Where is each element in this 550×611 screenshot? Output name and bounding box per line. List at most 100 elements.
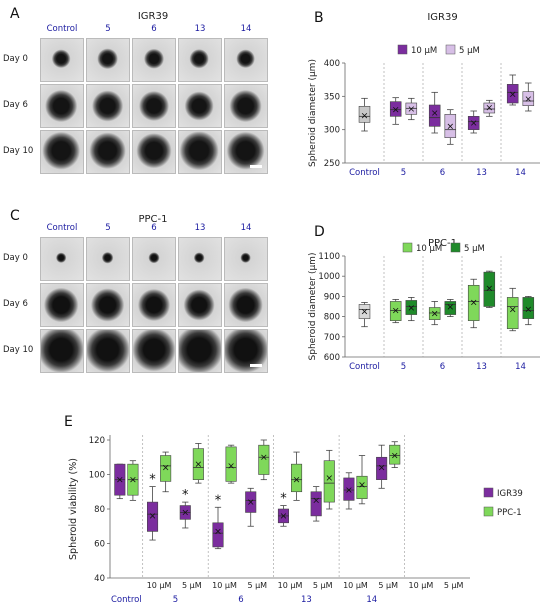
box-mean-marker (149, 513, 156, 519)
box-rect (405, 102, 418, 115)
x-group-label: 5 (173, 595, 178, 605)
panel-c-col-label: 5 (105, 223, 111, 233)
y-tick-label: 700 (324, 333, 340, 343)
box-rect (358, 106, 371, 123)
y-tick-label: 400 (324, 59, 340, 69)
box-mean-marker (408, 106, 414, 112)
x-tick-label: 6 (440, 168, 445, 178)
x-group-label: 13 (301, 595, 312, 605)
panel-a-col-label: 6 (151, 24, 157, 34)
panel-a-micrograph (86, 84, 130, 128)
x-tick-label: Control (349, 168, 380, 178)
x-tick-label: 14 (515, 362, 526, 372)
panel-a-micrograph (40, 130, 84, 174)
panel-letter-b: B (314, 10, 324, 26)
panel-a-micrograph (132, 84, 176, 128)
box-rect (358, 304, 371, 319)
panel-a-micrograph (178, 84, 222, 128)
box-rect (258, 444, 270, 475)
y-axis-label: Spheroid viability (%) (68, 458, 79, 560)
panel-a-micrograph (224, 38, 268, 82)
legend-swatch (402, 242, 413, 253)
panel-a-row-label: Day 10 (3, 146, 34, 156)
box-rect (245, 491, 257, 513)
x-subgroup-label: 5 µM (247, 581, 267, 590)
panel-c-col-label: 6 (151, 223, 157, 233)
box-mean-marker (359, 482, 365, 488)
panel-a-micrograph (40, 38, 84, 82)
panel-c-micrograph (40, 329, 84, 373)
box-mean-marker (326, 475, 332, 481)
box-mean-marker (393, 307, 399, 314)
panel-c-row-label: Day 10 (3, 345, 34, 355)
y-tick-label: 120 (89, 436, 105, 446)
panel-a-micrograph (178, 130, 222, 174)
box-mean-marker (378, 464, 385, 471)
significance-star: * (280, 492, 287, 507)
box-mean-marker (471, 120, 477, 126)
box-rect (343, 477, 355, 501)
y-tick-label: 600 (324, 353, 340, 363)
panel-a-micrograph (86, 38, 130, 82)
box-rect (291, 463, 303, 493)
panel-c-scale-bar (250, 364, 262, 367)
box-mean-marker (215, 528, 221, 535)
panel-a-micrograph (224, 84, 268, 128)
x-tick-label: 6 (440, 362, 445, 372)
x-subgroup-label: 10 µM (278, 581, 303, 590)
box-mean-marker (361, 112, 368, 119)
x-subgroup-label: 5 µM (182, 581, 202, 590)
box-rect (356, 475, 368, 499)
box-mean-marker (195, 461, 202, 467)
legend-label: 5 µM (459, 46, 480, 56)
chart-e-group: E 40 60 80 100 120 Spheroid viability (%) 10 µM… (64, 414, 523, 605)
panel-c-micrograph (178, 283, 222, 327)
box-rect (114, 463, 126, 496)
box-mean-marker (525, 306, 531, 313)
box-rect (127, 463, 139, 496)
box-rect (467, 284, 480, 321)
significance-star: * (215, 493, 222, 508)
legend-label: 10 µM (416, 244, 442, 254)
box-mean-marker (280, 513, 287, 519)
box-rect (444, 114, 457, 138)
box-mean-marker (447, 304, 453, 310)
panel-c-micrograph (86, 329, 130, 373)
box-mean-marker (408, 305, 414, 311)
box-mean-marker (149, 513, 156, 519)
box-mean-marker (393, 106, 399, 113)
y-tick-label: 250 (324, 159, 340, 169)
box-mean-marker (432, 110, 438, 116)
panel-c-col-label: Control (46, 223, 78, 233)
box-mean-marker (261, 454, 267, 460)
panel-a-col-label: 13 (194, 24, 206, 34)
box-mean-marker (293, 476, 300, 483)
x-subgroup-label: 5 µM (313, 581, 333, 590)
x-tick-label: 5 (401, 168, 406, 178)
box-mean-marker (432, 310, 438, 317)
y-tick-label: 800 (324, 313, 340, 323)
panel-a-micrograph (40, 84, 84, 128)
box-rect (179, 505, 191, 520)
panel-a-title: IGR39 (137, 11, 169, 22)
panel-c-micrograph (86, 283, 130, 327)
y-axis-label: Spheroid diameter (µm) (308, 59, 318, 167)
box-mean-marker (326, 475, 332, 481)
legend-label: IGR39 (497, 489, 523, 499)
legend-label: PPC-1 (497, 508, 522, 518)
box-mean-marker (361, 112, 368, 119)
y-tick-label: 300 (324, 126, 340, 136)
box-mean-marker (471, 299, 477, 306)
box-mean-marker (486, 285, 492, 292)
box-mean-marker (293, 476, 300, 483)
box-rect (376, 456, 388, 480)
box-mean-marker (248, 499, 254, 505)
box-rect (467, 116, 480, 130)
x-group-label: 6 (238, 595, 243, 605)
box-mean-marker (261, 454, 267, 460)
box-mean-marker (525, 96, 531, 102)
legend-swatch (445, 44, 456, 55)
panel-c-micrograph (224, 283, 268, 327)
panel-c-micrograph (132, 237, 176, 281)
